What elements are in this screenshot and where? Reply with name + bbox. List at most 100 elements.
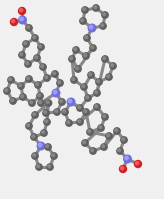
Circle shape (40, 64, 46, 70)
Circle shape (100, 23, 106, 29)
Circle shape (66, 120, 72, 126)
Circle shape (45, 76, 48, 79)
Circle shape (120, 166, 126, 173)
Circle shape (54, 109, 60, 115)
Circle shape (102, 114, 108, 120)
Circle shape (77, 119, 83, 125)
Circle shape (77, 105, 83, 111)
Circle shape (71, 77, 77, 83)
Circle shape (121, 137, 127, 143)
Circle shape (36, 164, 42, 170)
Circle shape (52, 89, 60, 97)
Circle shape (94, 6, 97, 9)
Circle shape (9, 78, 12, 81)
Circle shape (44, 75, 50, 81)
Circle shape (53, 90, 57, 94)
Circle shape (51, 153, 57, 159)
Circle shape (88, 72, 94, 78)
Circle shape (90, 45, 96, 51)
Circle shape (45, 120, 48, 123)
Circle shape (78, 120, 81, 123)
Circle shape (45, 144, 51, 150)
Circle shape (47, 164, 53, 170)
Circle shape (55, 110, 58, 113)
Circle shape (26, 25, 32, 31)
Circle shape (106, 74, 112, 80)
Circle shape (76, 67, 79, 70)
Circle shape (111, 64, 114, 67)
Circle shape (94, 90, 100, 96)
Circle shape (10, 19, 18, 25)
Circle shape (83, 53, 89, 59)
Circle shape (37, 142, 45, 150)
Circle shape (80, 18, 86, 24)
Circle shape (98, 125, 104, 131)
Circle shape (87, 129, 93, 135)
Circle shape (84, 110, 87, 113)
Circle shape (38, 100, 44, 106)
Circle shape (39, 45, 42, 48)
Circle shape (88, 130, 91, 133)
Circle shape (118, 149, 121, 152)
Circle shape (117, 148, 123, 154)
Circle shape (27, 124, 30, 127)
Circle shape (26, 62, 29, 65)
Circle shape (82, 85, 85, 88)
Circle shape (73, 47, 79, 53)
Circle shape (69, 56, 75, 62)
Circle shape (94, 104, 100, 110)
Circle shape (102, 12, 108, 18)
Circle shape (4, 88, 10, 94)
Circle shape (84, 35, 90, 41)
Circle shape (102, 145, 105, 148)
Circle shape (5, 89, 8, 92)
Circle shape (18, 83, 24, 89)
Circle shape (95, 105, 98, 108)
Circle shape (83, 141, 86, 144)
Circle shape (103, 13, 106, 16)
Circle shape (91, 46, 94, 49)
Circle shape (32, 112, 38, 118)
Circle shape (67, 121, 70, 124)
Circle shape (52, 154, 55, 157)
Circle shape (33, 113, 36, 116)
Circle shape (35, 56, 38, 59)
Circle shape (75, 66, 81, 72)
Circle shape (68, 99, 72, 103)
Circle shape (96, 79, 102, 85)
Circle shape (24, 42, 27, 45)
Circle shape (11, 99, 14, 102)
Circle shape (52, 71, 58, 77)
Circle shape (27, 26, 30, 29)
Circle shape (44, 119, 50, 125)
Circle shape (10, 98, 16, 104)
Circle shape (26, 123, 32, 129)
Circle shape (59, 99, 65, 105)
Circle shape (110, 63, 116, 69)
Circle shape (84, 54, 87, 57)
Circle shape (45, 100, 52, 106)
Circle shape (27, 77, 30, 80)
Circle shape (53, 72, 56, 75)
Circle shape (25, 61, 31, 67)
Circle shape (60, 100, 63, 103)
Circle shape (82, 140, 88, 146)
Circle shape (124, 155, 131, 163)
Circle shape (63, 110, 66, 113)
Circle shape (62, 109, 68, 115)
Circle shape (8, 77, 14, 83)
Circle shape (20, 94, 26, 100)
Circle shape (86, 96, 89, 99)
Circle shape (43, 110, 49, 116)
Circle shape (122, 138, 125, 141)
Circle shape (106, 133, 112, 139)
Circle shape (81, 84, 87, 90)
Circle shape (103, 115, 106, 118)
Circle shape (21, 95, 24, 98)
Circle shape (72, 78, 75, 81)
Circle shape (33, 154, 36, 157)
Circle shape (125, 156, 128, 160)
Circle shape (32, 135, 35, 138)
Circle shape (19, 16, 26, 24)
Circle shape (85, 95, 91, 101)
